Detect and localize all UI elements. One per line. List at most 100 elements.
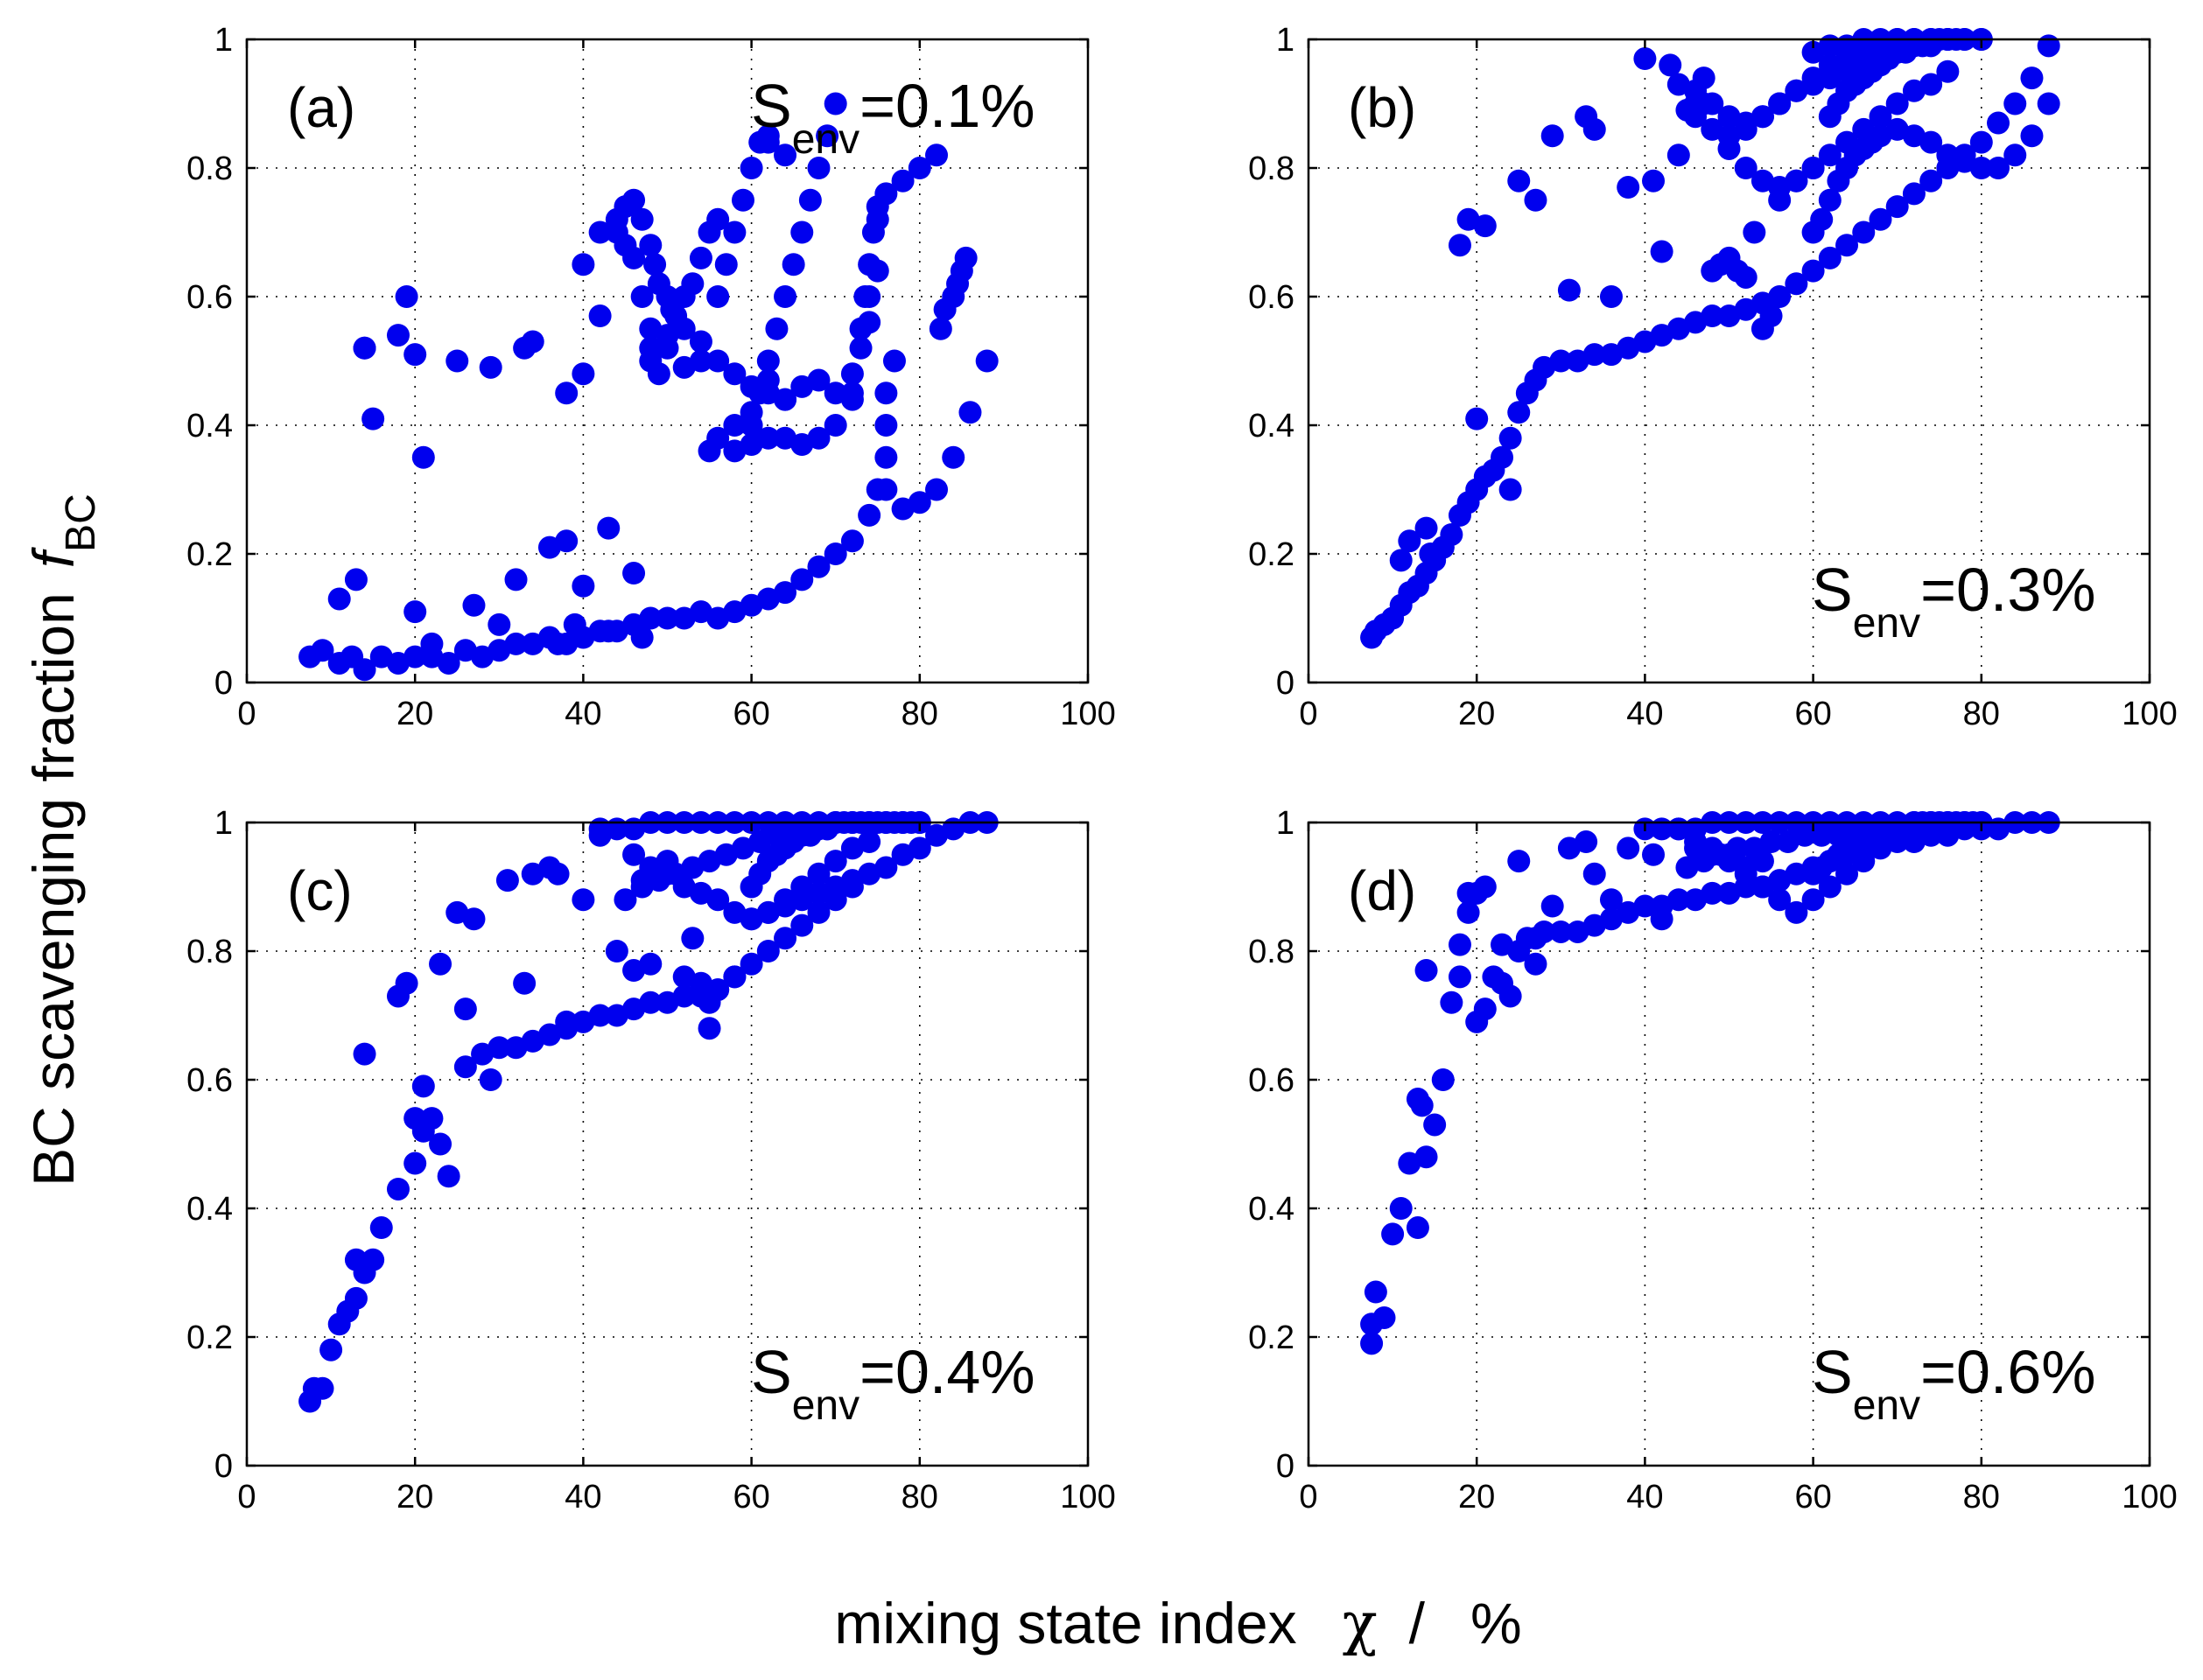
- panel-a-point-40: [958, 401, 982, 424]
- panel-c-point-41: [874, 856, 898, 879]
- panel-d-point-0: [1360, 1332, 1384, 1355]
- panel-c-point-70: [639, 952, 663, 976]
- panel-d-point-68: [1617, 836, 1640, 860]
- panel-a-point-133: [807, 426, 831, 450]
- panel-b-point-172: [1936, 60, 1960, 83]
- panel-a-point-78: [639, 234, 663, 257]
- panel-d-point-23: [1533, 920, 1556, 943]
- panel-b-point-123: [2037, 92, 2060, 116]
- panel-c-point-106: [858, 830, 881, 854]
- panel-b-point-167: [1852, 117, 1876, 141]
- panel-a-point-55: [572, 574, 595, 598]
- panel-c-point-56: [453, 998, 477, 1021]
- panel-a-point-127: [824, 92, 847, 116]
- panel-c-point-18: [488, 1036, 511, 1060]
- panel-d-point-70: [1642, 843, 1666, 866]
- panel-d-point-2: [1364, 1280, 1387, 1304]
- panel-a-xtick-label-5: 100: [1060, 696, 1115, 732]
- panel-c-senv-sub: env: [792, 1382, 859, 1429]
- panel-b-point-122: [2020, 124, 2044, 148]
- panel-d-point-3: [1372, 1306, 1396, 1329]
- panel-b-senv-sub: env: [1853, 600, 1920, 647]
- panel-d-ytick-label-2: 0.4: [1248, 1191, 1294, 1228]
- panel-a-point-21: [639, 606, 663, 630]
- panel-a-point-76: [622, 188, 646, 212]
- panel-a-point-59: [361, 407, 385, 430]
- panel-d-point-142: [1835, 862, 1859, 886]
- panel-a-label: (a): [287, 76, 355, 139]
- panel-b-xtick-label-5: 100: [2122, 696, 2177, 732]
- panel-d-point-59: [1473, 998, 1497, 1021]
- panel-c-xtick-label-3: 60: [733, 1479, 769, 1516]
- panel-d-xtick-label-2: 40: [1626, 1479, 1663, 1516]
- panel-b-xtick-label-1: 20: [1458, 696, 1495, 732]
- panel-a: 0 20 40 60 80 100 0 0.2 0.4 0.6 0.8 1 (a) Senv=0.1…: [186, 22, 1116, 732]
- panel-c-point-143: [656, 862, 679, 886]
- panel-a-ytick-label-1: 0.2: [186, 536, 233, 573]
- panel-a-point-70: [386, 324, 410, 347]
- panel-b-point-84: [1759, 304, 1783, 328]
- panel-c-point-73: [681, 927, 705, 950]
- panel-d-point-33: [1701, 881, 1724, 905]
- panel-a-xtick-label-1: 20: [396, 696, 433, 732]
- x-axis-title-unit: %: [1470, 1591, 1522, 1656]
- panel-b-point-65: [1557, 278, 1581, 302]
- panel-d-point-65: [1575, 830, 1598, 854]
- panel-d-gridlines: [1308, 822, 2150, 1466]
- panel-b-point-106: [1810, 207, 1834, 231]
- panel-c-yticks: 0 0.2 0.4 0.6 0.8 1: [186, 805, 1088, 1485]
- panel-c-point-154: [840, 869, 864, 892]
- panel-c-point-137: [765, 823, 789, 847]
- panel-b-senv-value: =0.3%: [1920, 556, 2095, 624]
- panel-c-point-48: [344, 1248, 368, 1271]
- panel-b-point-69: [1617, 176, 1640, 200]
- panel-a-point-125: [807, 157, 831, 179]
- panel-c-point-36: [790, 914, 814, 937]
- panel-c-xtick-label-5: 100: [1060, 1479, 1115, 1516]
- panel-c-point-146: [706, 888, 730, 912]
- panel-b-point-73: [1659, 53, 1682, 77]
- panel-c-point-37: [807, 900, 831, 924]
- panel-a-point-22: [656, 606, 679, 630]
- panel-d-point-11: [1431, 1068, 1455, 1091]
- panel-d-senv-s: S: [1812, 1338, 1853, 1406]
- panel-a-point-111: [731, 188, 754, 212]
- panel-c-point-27: [639, 990, 663, 1014]
- panel-d-point-29: [1633, 894, 1657, 918]
- panel-a-senv-value: =0.1%: [859, 72, 1035, 140]
- panel-a-point-138: [723, 414, 747, 437]
- panel-c-xtick-label-2: 40: [565, 1479, 601, 1516]
- panel-d-senv-annotation: Senv=0.6%: [1812, 1338, 2096, 1429]
- panel-d-ytick-label-4: 0.8: [1248, 934, 1294, 970]
- panel-b-point-51: [2037, 34, 2060, 58]
- panel-d-ytick-label-5: 1: [1276, 805, 1294, 842]
- panel-a-senv-annotation: Senv=0.1%: [751, 72, 1035, 163]
- panel-c-point-6: [344, 1286, 368, 1310]
- panel-a-ytick-label-5: 1: [214, 22, 233, 59]
- panel-b-point-71: [1642, 169, 1666, 192]
- panel-c-point-15: [437, 1165, 460, 1188]
- panel-a-point-30: [790, 568, 814, 592]
- panel-d-ytick-label-1: 0.2: [1248, 1320, 1294, 1356]
- panel-c-ytick-label-2: 0.4: [186, 1191, 233, 1228]
- panel-a-point-66: [555, 382, 579, 405]
- panel-b-point-50: [2020, 66, 2044, 90]
- panel-a-point-69: [353, 336, 376, 360]
- panel-b-ytick-label-1: 0.2: [1248, 536, 1294, 573]
- panel-c-point-14: [429, 1132, 453, 1156]
- panel-a-point-29: [774, 581, 797, 605]
- panel-b: 0 20 40 60 80 100 0 0.2 0.4 0.6 0.8 1 (b) Senv=0.3…: [1248, 22, 2178, 732]
- panel-c-point-98: [723, 965, 747, 989]
- panel-b-point-177: [1734, 157, 1757, 179]
- panel-a-point-67: [572, 362, 595, 386]
- panel-d-point-5: [1389, 1197, 1413, 1220]
- panel-b-ytick-label-3: 0.6: [1248, 279, 1294, 316]
- panel-b-point-43: [1902, 182, 1926, 206]
- panel-b-point-72: [1650, 240, 1673, 263]
- panel-a-point-42: [327, 587, 351, 611]
- panel-b-point-154: [1768, 92, 1792, 116]
- panel-d-point-143: [1852, 850, 1876, 873]
- panel-a-ytick-label-0: 0: [214, 665, 233, 702]
- panel-a-yticks: 0 0.2 0.4 0.6 0.8 1: [186, 22, 1088, 702]
